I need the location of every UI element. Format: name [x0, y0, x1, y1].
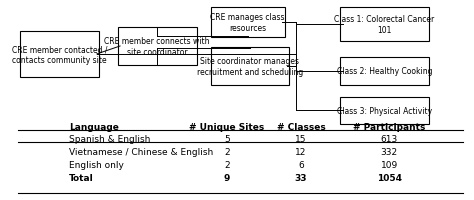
- FancyBboxPatch shape: [210, 48, 290, 85]
- Text: # Unique Sites: # Unique Sites: [189, 122, 264, 131]
- Text: CRE member connects with
site coordinator: CRE member connects with site coordinato…: [104, 37, 210, 56]
- FancyBboxPatch shape: [210, 8, 285, 38]
- Text: Language: Language: [69, 122, 119, 131]
- Text: # Participants: # Participants: [353, 122, 425, 131]
- Text: 613: 613: [381, 134, 398, 143]
- FancyBboxPatch shape: [118, 28, 197, 65]
- Text: 2: 2: [224, 147, 229, 156]
- Text: Site coordinator manages
recruitment and scheduling: Site coordinator manages recruitment and…: [197, 57, 303, 76]
- Text: 1054: 1054: [377, 173, 401, 182]
- Text: 9: 9: [224, 173, 230, 182]
- FancyBboxPatch shape: [340, 58, 428, 85]
- Text: # Classes: # Classes: [277, 122, 325, 131]
- Text: Class 2: Healthy Cooking: Class 2: Healthy Cooking: [337, 67, 432, 76]
- Text: 33: 33: [295, 173, 307, 182]
- Text: 15: 15: [295, 134, 307, 143]
- Text: CRE member contacted /
contacts community site: CRE member contacted / contacts communit…: [12, 45, 108, 64]
- Text: Class 1: Colorectal Cancer
101: Class 1: Colorectal Cancer 101: [334, 15, 435, 35]
- Text: English only: English only: [69, 160, 124, 169]
- Text: 2: 2: [224, 160, 229, 169]
- Text: 109: 109: [381, 160, 398, 169]
- Text: 5: 5: [224, 134, 229, 143]
- Text: Total: Total: [69, 173, 94, 182]
- Text: Spanish & English: Spanish & English: [69, 134, 150, 143]
- Text: 6: 6: [298, 160, 304, 169]
- FancyBboxPatch shape: [340, 8, 428, 42]
- FancyBboxPatch shape: [340, 97, 428, 125]
- Text: 12: 12: [295, 147, 307, 156]
- Text: CRE manages class
resources: CRE manages class resources: [210, 13, 285, 33]
- Text: 332: 332: [381, 147, 398, 156]
- Text: Vietnamese / Chinese & English: Vietnamese / Chinese & English: [69, 147, 213, 156]
- FancyBboxPatch shape: [20, 32, 99, 77]
- Text: Class 3: Physical Activity: Class 3: Physical Activity: [337, 106, 432, 115]
